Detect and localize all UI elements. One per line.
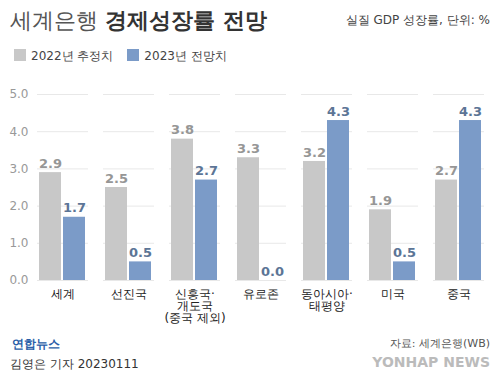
svg-text:0.5: 0.5 <box>129 245 152 260</box>
svg-text:0.0: 0.0 <box>9 273 28 287</box>
svg-text:5.0: 5.0 <box>9 87 28 101</box>
svg-text:1.7: 1.7 <box>63 200 86 215</box>
svg-text:3.3: 3.3 <box>237 141 260 156</box>
svg-text:1.0: 1.0 <box>9 236 28 250</box>
svg-text:신흥국·개도국(중국 제외): 신흥국·개도국(중국 제외) <box>164 287 225 325</box>
svg-text:선진국: 선진국 <box>111 287 147 301</box>
svg-text:3.0: 3.0 <box>9 162 28 176</box>
svg-text:2.9: 2.9 <box>39 156 62 171</box>
html-text:자료: 세계은행(WB): 자료: 세계은행(WB) <box>389 337 490 350</box>
svg-text:4.0: 4.0 <box>9 125 28 139</box>
svg-text:세계: 세계 <box>51 287 75 301</box>
html-text:김영은 기자 20230111: 김영은 기자 20230111 <box>10 357 139 371</box>
svg-text:2.5: 2.5 <box>105 171 128 186</box>
svg-text:0.5: 0.5 <box>393 245 416 260</box>
svg-text:1.9: 1.9 <box>369 193 392 208</box>
html-text:2023년 전망치: 2023년 전망치 <box>144 49 227 63</box>
svg-text:4.3: 4.3 <box>459 104 482 119</box>
svg-text:0.0: 0.0 <box>261 264 284 279</box>
svg-text:중국: 중국 <box>447 287 471 301</box>
svg-text:4.3: 4.3 <box>327 104 350 119</box>
html-text:2022년 추정치: 2022년 추정치 <box>31 49 114 63</box>
svg-text:2.0: 2.0 <box>9 199 28 213</box>
html-text:연합뉴스: 연합뉴스 <box>12 337 60 351</box>
svg-text:동아시아·태평양: 동아시아·태평양 <box>301 287 353 313</box>
svg-text:미국: 미국 <box>381 287 405 301</box>
html-text:실질 GDP 성장률, 단위: %: 실질 GDP 성장률, 단위: % <box>345 13 490 27</box>
svg-text:3.8: 3.8 <box>171 122 194 137</box>
svg-text:2.7: 2.7 <box>435 163 458 178</box>
svg-text:2.7: 2.7 <box>195 163 218 178</box>
html-text:세계은행경제성장률 전망: 세계은행경제성장률 전망 <box>10 8 267 33</box>
svg-text:유로존: 유로존 <box>243 287 279 301</box>
svg-text:3.2: 3.2 <box>303 145 326 160</box>
html-text:YONHAP NEWS: YONHAP NEWS <box>372 354 490 370</box>
